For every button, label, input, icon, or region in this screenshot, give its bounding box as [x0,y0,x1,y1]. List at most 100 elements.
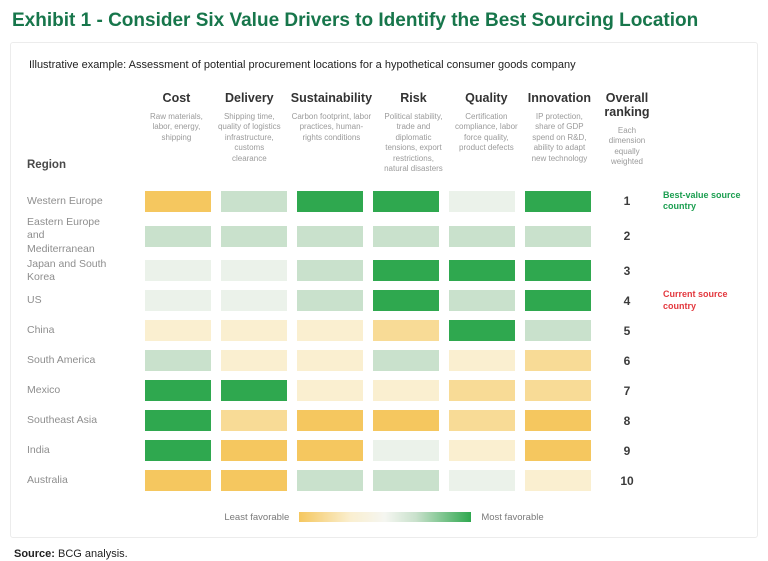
heatmap-cell-risk [373,190,439,212]
heatmap-cell-delivery [221,320,287,342]
heatmap-cell-quality [449,470,515,492]
column-header-row: Region Cost Raw materials, labor, energy,… [27,91,741,174]
exhibit-subtitle: Illustrative example: Assessment of pote… [29,59,576,71]
heatmap-cell-quality [449,440,515,462]
region-label: Japan and South Korea [27,257,107,283]
heatmap-cell-risk [373,225,439,247]
heatmap-cell-innovation [525,290,591,312]
heatmap-cell-delivery [221,380,287,402]
overall-rank: 4 [623,293,631,308]
heatmap-row: China 5 [27,316,741,346]
color-legend: Least favorable Most favorable [27,512,741,523]
heatmap-cell-risk [373,440,439,462]
heatmap-cell-quality [449,290,515,312]
heatmap-cell-sustainability [297,440,363,462]
region-label: US [27,294,42,307]
heatmap-cell-sustainability [297,380,363,402]
heatmap-row: India 9 [27,436,741,466]
column-label: Cost [162,91,191,105]
exhibit-panel: Illustrative example: Assessment of pote… [10,42,758,538]
column-label: Delivery [224,91,274,105]
heatmap-cell-risk [373,320,439,342]
heatmap-cell-delivery [221,260,287,282]
heatmap-cell-sustainability [297,410,363,432]
column-description: Political stability, trade and diplomati… [384,112,443,173]
legend-most-label: Most favorable [481,511,544,523]
heatmap-cell-delivery [221,470,287,492]
heatmap-cell-quality [449,260,515,282]
overall-rank: 7 [623,383,631,398]
heatmap-row: Japan and South Korea 3 [27,256,741,286]
heatmap-cell-sustainability [297,260,363,282]
column-label: Risk [400,91,427,105]
column-description: Certification compliance, labor force qu… [455,112,518,153]
heatmap-cell-innovation [525,440,591,462]
heatmap-cell-sustainability [297,470,363,492]
heatmap-body: Western Europe 1 Best-value source country… [27,186,741,495]
source-line: Source: BCG analysis. [14,548,758,560]
heatmap-cell-risk [373,470,439,492]
region-label: South America [27,354,96,367]
column-label: Innovation [527,91,591,105]
heatmap-cell-sustainability [297,225,363,247]
source-text: BCG analysis. [58,547,128,560]
heatmap-cell-cost [145,440,211,462]
heatmap-cell-quality [449,320,515,342]
region-label: Eastern Europe and Mediterranean [27,216,100,255]
overall-rank: 9 [623,443,631,458]
heatmap-cell-delivery [221,290,287,312]
rank-annotation: Best-value source country [663,190,741,212]
column-description: Carbon footprint, labor practices, human… [291,112,372,142]
column-label: Sustainability [290,91,373,105]
heatmap-cell-cost [145,190,211,212]
region-column-header: Region [27,159,66,172]
heatmap-row: Eastern Europe and Mediterranean 2 [27,216,741,255]
column-label: Overall ranking [604,91,650,119]
heatmap-cell-innovation [525,380,591,402]
heatmap-cell-quality [449,380,515,402]
heatmap-cell-risk [373,380,439,402]
legend-least-label: Least favorable [224,511,290,523]
heatmap-cell-innovation [525,410,591,432]
heatmap-row: Australia 10 [27,466,741,496]
column-description: Each dimension equally weighted [608,126,646,167]
column-header-delivery: Delivery Shipping time, quality of logist… [218,91,281,164]
overall-rank: 1 [623,194,631,209]
column-description: IP protection, share of GDP spend on R&D… [531,112,588,163]
heatmap-row: Western Europe 1 Best-value source country [27,186,741,216]
heatmap-cell-quality [449,410,515,432]
heatmap-cell-cost [145,380,211,402]
column-header-cost: Cost Raw materials, labor, energy, shippi… [145,91,208,143]
heatmap-cell-cost [145,350,211,372]
heatmap-cell-cost [145,320,211,342]
heatmap-cell-delivery [221,410,287,432]
column-header-innovation: Innovation IP protection, share of GDP sp… [528,91,591,164]
heatmap-cell-delivery [221,350,287,372]
heatmap-cell-risk [373,410,439,432]
heatmap-cell-delivery [221,190,287,212]
region-label: Western Europe [27,194,103,207]
page-title: Exhibit 1 - Consider Six Value Drivers t… [12,10,699,31]
region-label: Australia [27,474,68,487]
heatmap-cell-delivery [221,225,287,247]
overall-rank: 10 [620,473,634,488]
heatmap-cell-cost [145,410,211,432]
source-label: Source: [14,547,55,560]
heatmap-row: South America 6 [27,346,741,376]
region-label: India [27,444,50,457]
heatmap-cell-quality [449,350,515,372]
heatmap-cell-sustainability [297,320,363,342]
overall-rank: 6 [623,353,631,368]
region-label: China [27,324,55,337]
heatmap-row: Southeast Asia 8 [27,406,741,436]
overall-rank: 8 [623,413,631,428]
heatmap-cell-risk [373,290,439,312]
heatmap-cell-sustainability [297,350,363,372]
heatmap-cell-cost [145,260,211,282]
heatmap-cell-innovation [525,350,591,372]
column-description: Raw materials, labor, energy, shipping [149,112,203,142]
heatmap-cell-risk [373,350,439,372]
heatmap-cell-risk [373,260,439,282]
overall-rank: 5 [623,323,631,338]
